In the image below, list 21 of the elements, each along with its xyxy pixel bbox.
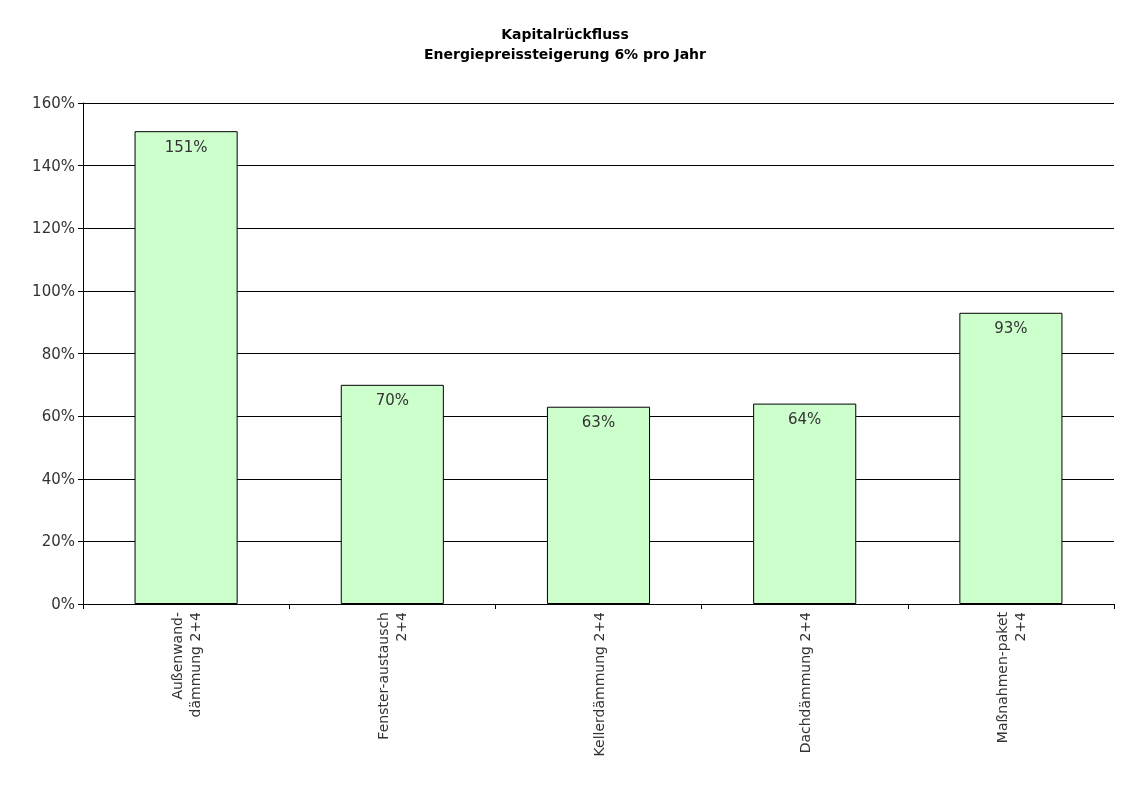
data-label: 93% [994, 319, 1028, 338]
x-tick-label: Maßnahmen-paket 2+4 [993, 611, 1028, 744]
data-label: 151% [164, 137, 208, 156]
chart-title: Kapitalrückfluss [501, 26, 629, 42]
y-tick-label: 160% [32, 94, 75, 112]
x-tick-label: Außenwand- dämmung 2+4 [169, 611, 204, 718]
chart-subtitle: Energiepreissteigerung 6% pro Jahr [424, 46, 707, 62]
y-tick-label: 100% [32, 281, 75, 300]
y-tick-label: 60% [41, 407, 75, 426]
y-tick-label: 0% [51, 595, 75, 613]
y-tick-label: 20% [41, 532, 75, 551]
x-tick-label: Fenster-austausch 2+4 [375, 611, 410, 740]
y-tick-label: 120% [32, 219, 75, 238]
y-tick-label: 40% [41, 469, 75, 488]
data-label: 64% [788, 410, 822, 429]
x-tick-label: Kellerdämmung 2+4 [590, 611, 607, 757]
data-label: 70% [375, 391, 409, 410]
data-label: 63% [581, 413, 616, 432]
y-tick-label: 140% [32, 156, 75, 175]
x-tick-label: Dachdämmung 2+4 [796, 611, 813, 754]
y-tick-label: 80% [41, 344, 75, 363]
